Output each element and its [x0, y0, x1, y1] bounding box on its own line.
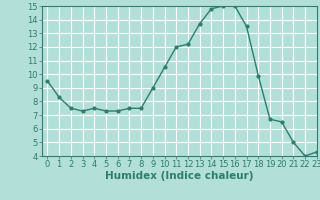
X-axis label: Humidex (Indice chaleur): Humidex (Indice chaleur): [105, 171, 253, 181]
